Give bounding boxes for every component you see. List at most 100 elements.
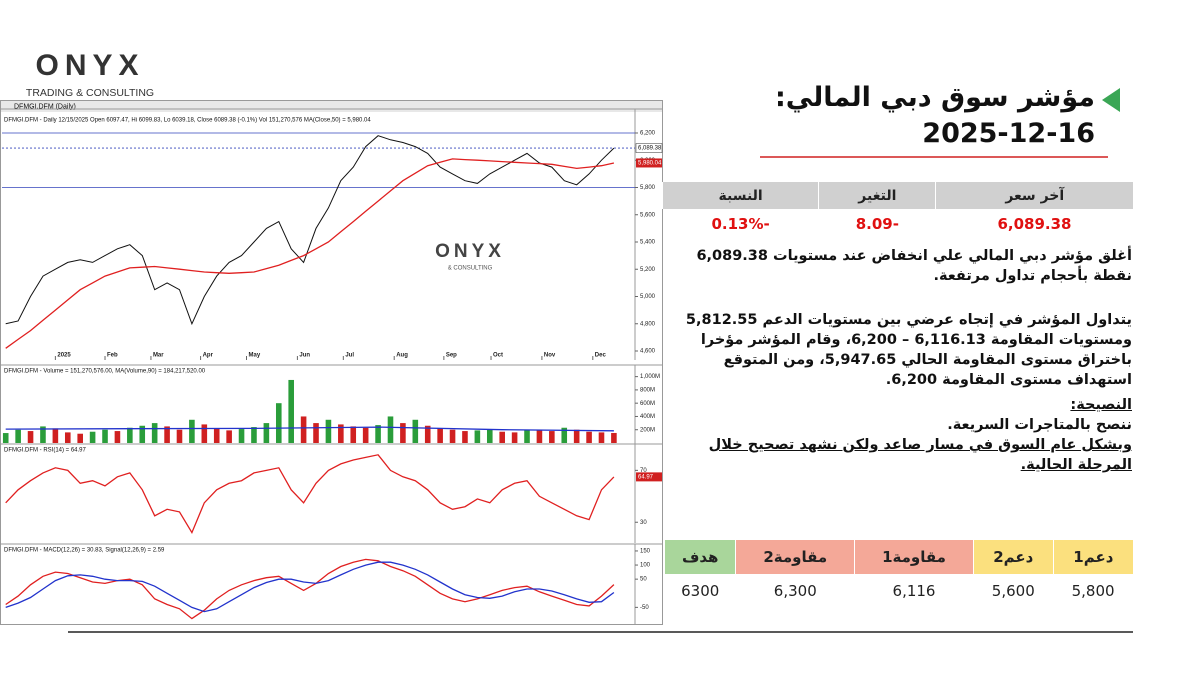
- x-tick-label: Aug: [396, 353, 408, 359]
- level-header: مقاومة1: [854, 540, 974, 574]
- y-tick-label: 5,600: [640, 212, 656, 218]
- summary-value: -0.13%: [711, 215, 770, 233]
- volume-bar: [549, 431, 555, 444]
- volume-bar: [189, 419, 195, 444]
- series-line: [5, 158, 615, 349]
- volume-bar: [238, 429, 245, 444]
- level-header: مقاومة2: [735, 540, 855, 574]
- y-tick-label: 1,000M: [640, 374, 660, 380]
- volume-bar: [275, 403, 282, 444]
- volume-bar: [2, 433, 9, 444]
- y-tick-label: 30: [640, 520, 647, 526]
- chart-tab-bar: [1, 101, 662, 112]
- volume-bar: [350, 426, 357, 444]
- x-tick-label: Jun: [299, 353, 310, 359]
- volume-bar: [251, 427, 257, 444]
- volume-bar: [412, 419, 419, 444]
- volume-bar: [226, 430, 232, 444]
- advice-line: ننصح بالمتاجرات السريعة.: [947, 417, 1132, 433]
- level-value: 6,300: [773, 582, 817, 600]
- volume-bar: [77, 433, 83, 444]
- volume-bar: [325, 419, 332, 444]
- volume-bar: [611, 432, 617, 444]
- summary-header: التغير: [818, 182, 936, 209]
- volume-bar: [201, 424, 208, 444]
- x-tick-label: 2025: [57, 353, 71, 359]
- volume-bar: [474, 430, 481, 444]
- advice-line: وبشكل عام السوق في مسار صاعد ولكن نشهد ت…: [708, 437, 1132, 473]
- panel-title: DFMGI.DFM - Volume = 151,270,576.00, MA(…: [4, 369, 206, 375]
- y-tick-label: 5,400: [640, 240, 656, 246]
- volume-bar: [127, 427, 133, 444]
- last-value-label: 64.97: [638, 474, 654, 480]
- series-line: [5, 426, 614, 432]
- volume-bar: [375, 425, 381, 444]
- level-value: 6,116: [892, 582, 936, 600]
- watermark-name: ONYX: [435, 241, 505, 262]
- volume-bar: [561, 427, 568, 444]
- volume-bar: [313, 423, 319, 444]
- volume-bar: [40, 426, 46, 444]
- y-tick-label: 5,000: [640, 294, 656, 300]
- volume-bar: [387, 416, 394, 444]
- panel-title: DFMGI.DFM - RSI(14) = 64.97: [4, 448, 87, 454]
- volume-bar: [511, 432, 518, 444]
- series-line: [5, 454, 615, 535]
- level-header: دعم1: [1052, 540, 1133, 574]
- volume-bar: [573, 429, 580, 444]
- volume-bar: [338, 424, 344, 444]
- volume-bar: [139, 425, 146, 444]
- volume-bar: [164, 426, 170, 444]
- volume-bar: [176, 429, 183, 444]
- summary-header: النسبة: [661, 182, 819, 209]
- level-value: 6300: [681, 582, 720, 600]
- volume-bar: [437, 428, 443, 444]
- panel-title: DFMGI.DFM - Daily 12/15/2025 Open 6097.4…: [4, 118, 371, 124]
- last-value-label: 6,089.38: [638, 146, 662, 152]
- volume-bar: [288, 379, 294, 444]
- date: 2025-12-16: [922, 118, 1095, 149]
- y-tick-label: 6,200: [640, 131, 656, 137]
- series-line: [5, 558, 615, 620]
- x-tick-label: Apr: [203, 353, 214, 359]
- advice-heading: النصيحة:: [1070, 397, 1132, 413]
- volume-bar: [89, 431, 96, 444]
- x-tick-label: Mar: [153, 353, 164, 359]
- x-tick-label: Nov: [544, 353, 556, 359]
- volume-bar: [52, 428, 59, 444]
- chart-tab: DFMGI.DFM (Daily): [14, 103, 76, 110]
- paragraph: يتداول المؤشر في إتجاه عرضي بين مستويات …: [685, 312, 1132, 388]
- series-line: [5, 135, 615, 326]
- volume-bar: [462, 431, 468, 444]
- y-tick-label: 5,800: [640, 185, 656, 191]
- logo-name: ONYX: [35, 49, 144, 82]
- volume-bar: [449, 429, 456, 444]
- paragraph: أغلق مؤشر دبي المالي علي انخفاض عند مستو…: [696, 248, 1132, 284]
- title: مؤشر سوق دبي المالي:: [774, 82, 1095, 113]
- level-header: هدف: [663, 540, 736, 574]
- y-tick-label: 600M: [640, 401, 655, 407]
- summary-table: آخر سعر التغير النسبة 6,089.38 -8.09 -0.13%: [661, 182, 1133, 239]
- y-tick-label: 400M: [640, 414, 655, 420]
- x-tick-label: Feb: [107, 353, 118, 359]
- y-tick-label: -50: [640, 605, 649, 611]
- volume-bar: [536, 430, 543, 444]
- watermark-tagline: & CONSULTING: [448, 266, 493, 272]
- volume-bar: [586, 431, 592, 444]
- x-tick-label: Jul: [345, 353, 354, 359]
- y-tick-label: 150: [640, 549, 651, 555]
- summary-value: -8.09: [855, 215, 899, 233]
- volume-bar: [524, 429, 530, 444]
- volume-bar: [486, 429, 493, 444]
- volume-bar: [598, 432, 605, 444]
- y-tick-label: 100: [640, 563, 651, 569]
- summary-header: آخر سعر: [935, 182, 1133, 209]
- volume-bar: [64, 432, 71, 444]
- x-tick-label: Dec: [595, 353, 607, 359]
- y-tick-label: 50: [640, 577, 647, 583]
- y-tick-label: 200M: [640, 427, 655, 433]
- y-tick-label: 4,600: [640, 349, 656, 355]
- volume-bar: [15, 429, 21, 444]
